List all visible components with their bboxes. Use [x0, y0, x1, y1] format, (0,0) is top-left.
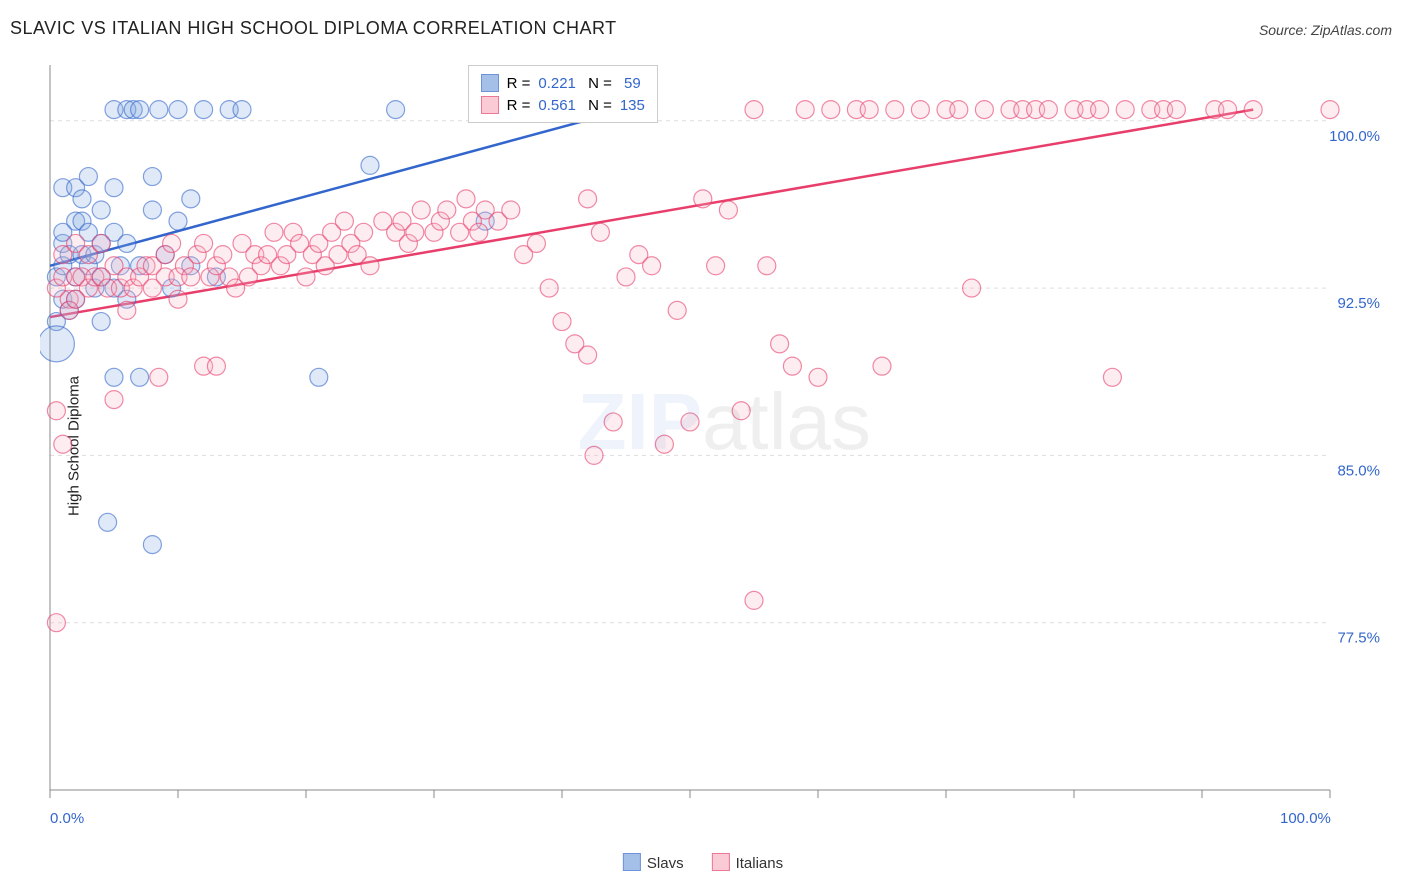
swatch-icon — [623, 853, 641, 871]
series-legend: Slavs Italians — [623, 853, 783, 872]
stats-box: R =0.221 N = 59R =0.561 N =135 — [468, 65, 658, 123]
svg-text:100.0%: 100.0% — [1329, 128, 1380, 145]
svg-text:92.5%: 92.5% — [1337, 295, 1380, 312]
legend-item-italians: Italians — [712, 853, 784, 872]
source-label: Source: ZipAtlas.com — [1259, 22, 1392, 38]
x-tick-end: 100.0% — [1280, 810, 1331, 827]
svg-text:85.0%: 85.0% — [1337, 462, 1380, 479]
swatch-icon — [712, 853, 730, 871]
legend-label: Slavs — [647, 855, 684, 872]
legend-label: Italians — [736, 855, 784, 872]
chart-title: SLAVIC VS ITALIAN HIGH SCHOOL DIPLOMA CO… — [10, 18, 617, 39]
scatter-plot: 77.5% 85.0% 92.5% 100.0% — [40, 50, 1390, 830]
legend-item-slavs: Slavs — [623, 853, 684, 872]
svg-text:77.5%: 77.5% — [1337, 630, 1380, 647]
x-tick-start: 0.0% — [50, 810, 84, 827]
